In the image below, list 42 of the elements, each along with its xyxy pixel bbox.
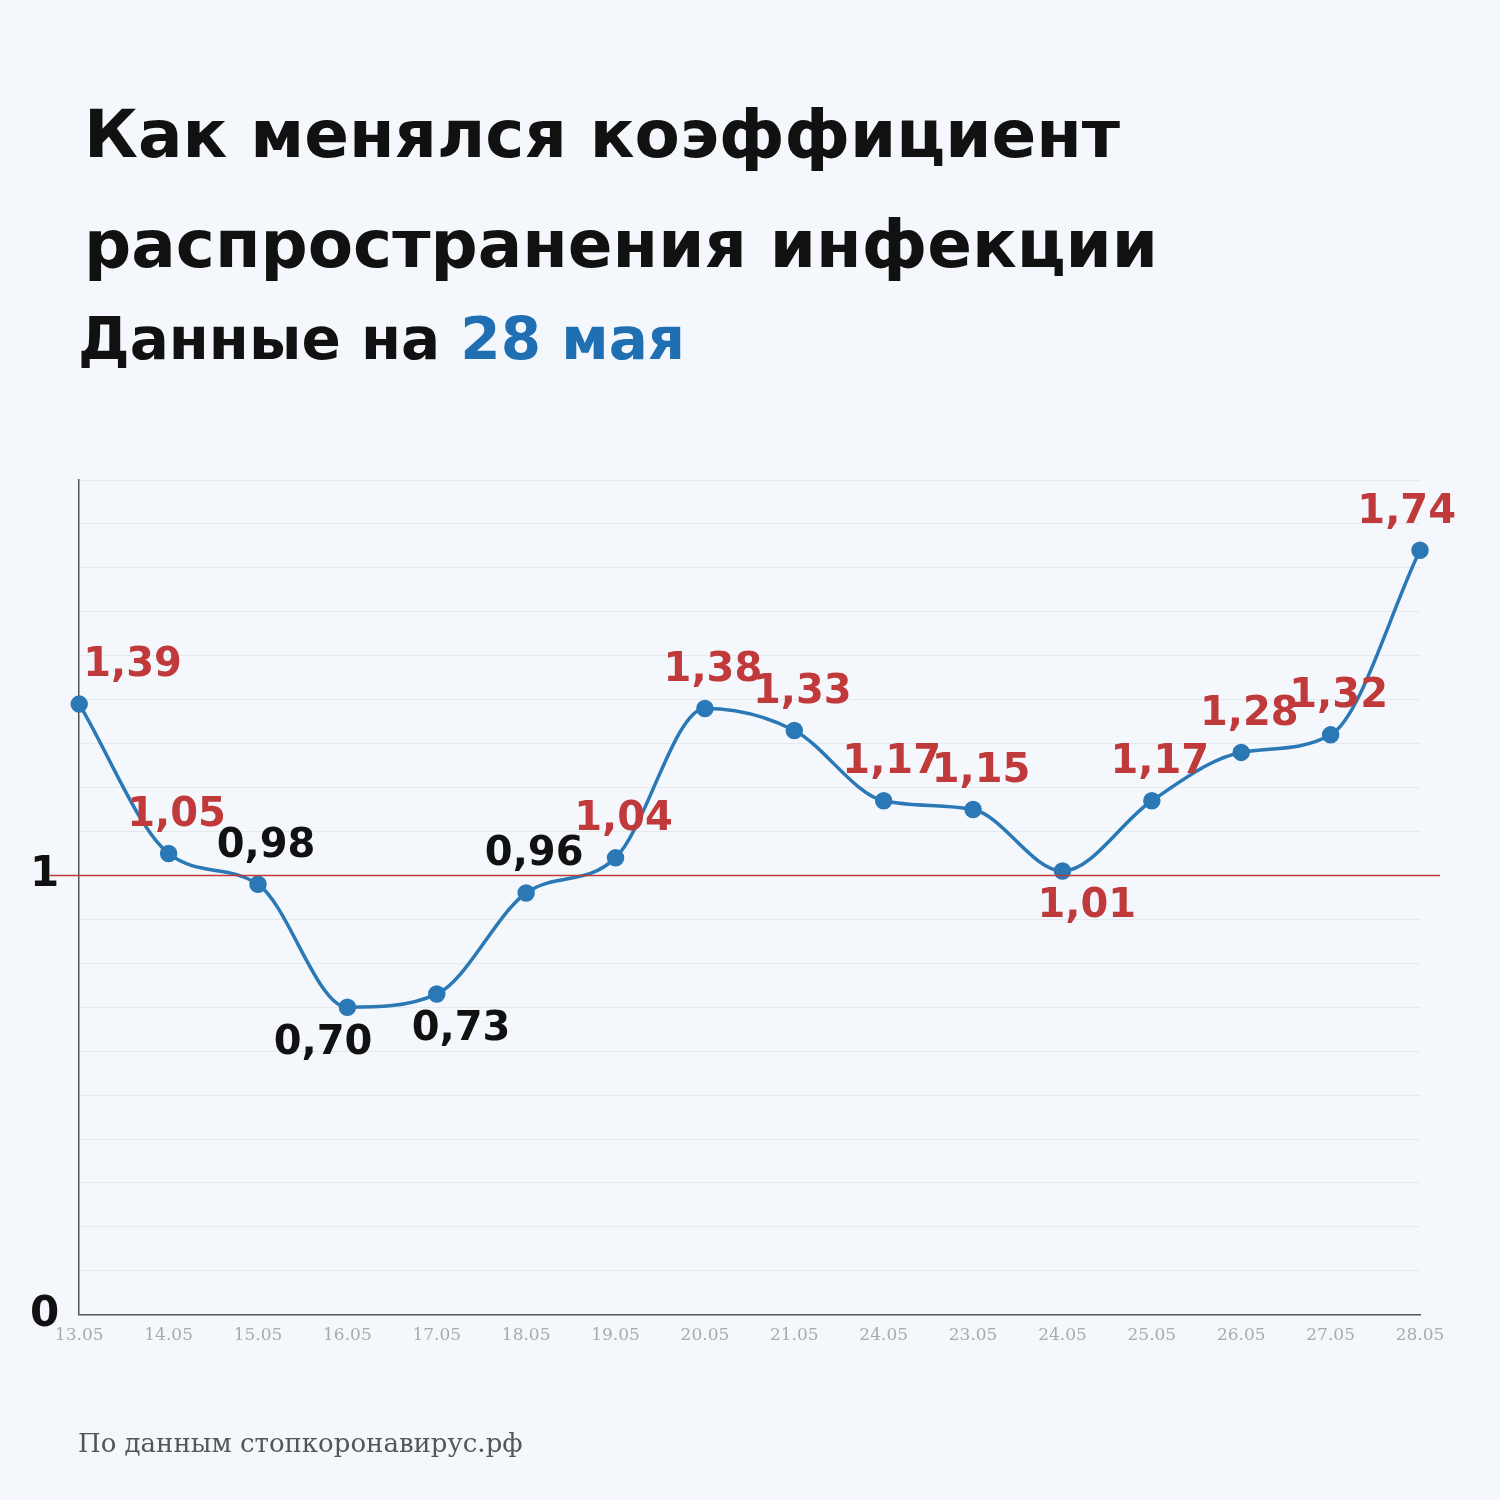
point bbox=[159, 844, 178, 863]
point bbox=[70, 695, 88, 713]
text: По данным стопкоронавирус.рф bbox=[78, 1428, 523, 1458]
x-tick-label: 13.05 bbox=[54, 1324, 104, 1345]
data-label: 0,73 bbox=[411, 1003, 511, 1050]
x-tick-label: 28.05 bbox=[1395, 1324, 1445, 1345]
point bbox=[606, 849, 625, 867]
point bbox=[696, 699, 714, 718]
point bbox=[874, 791, 893, 810]
data-label: 1,74 bbox=[1357, 485, 1456, 532]
x-tick-label: 21.05 bbox=[769, 1324, 819, 1345]
x-tick-label: 15.05 bbox=[233, 1324, 283, 1345]
point bbox=[964, 800, 982, 819]
point bbox=[517, 884, 535, 902]
point bbox=[1232, 743, 1250, 762]
data-label: 1,39 bbox=[83, 639, 182, 686]
x-tick-label: 19.05 bbox=[591, 1324, 640, 1345]
data-label: 1,17 bbox=[1110, 736, 1210, 783]
x-tick-label: 24.05 bbox=[1038, 1324, 1087, 1345]
chart-title: Как менялся коэффициент распространения инфекции bbox=[84, 95, 1160, 285]
x-tick-label: 20.05 bbox=[680, 1324, 730, 1345]
point bbox=[1321, 726, 1340, 744]
point bbox=[249, 875, 267, 893]
chart-subtitle: Данные на 28 мая bbox=[78, 305, 686, 373]
point bbox=[1411, 541, 1429, 560]
x-tick-label: 14.05 bbox=[144, 1324, 193, 1345]
data-label: 1,01 bbox=[1037, 880, 1137, 927]
x-tick-label: 17.05 bbox=[412, 1324, 462, 1345]
x-tick-label: 26.05 bbox=[1216, 1324, 1266, 1345]
point bbox=[1053, 862, 1072, 880]
x-tick-label: 25.05 bbox=[1127, 1324, 1177, 1345]
point bbox=[338, 998, 357, 1016]
x-tick-label: 27.05 bbox=[1306, 1324, 1355, 1345]
point bbox=[428, 985, 446, 1003]
x-tick-label: 23.05 bbox=[948, 1324, 998, 1345]
x-tick-label: 24.05 bbox=[859, 1324, 909, 1345]
x-tick-label: 16.05 bbox=[323, 1324, 372, 1345]
y-tick-label: 1 bbox=[29, 847, 60, 897]
data-label: 0,70 bbox=[273, 1016, 373, 1063]
x-tick-label: 18.05 bbox=[501, 1324, 551, 1345]
point bbox=[785, 721, 804, 740]
point bbox=[1143, 791, 1161, 810]
